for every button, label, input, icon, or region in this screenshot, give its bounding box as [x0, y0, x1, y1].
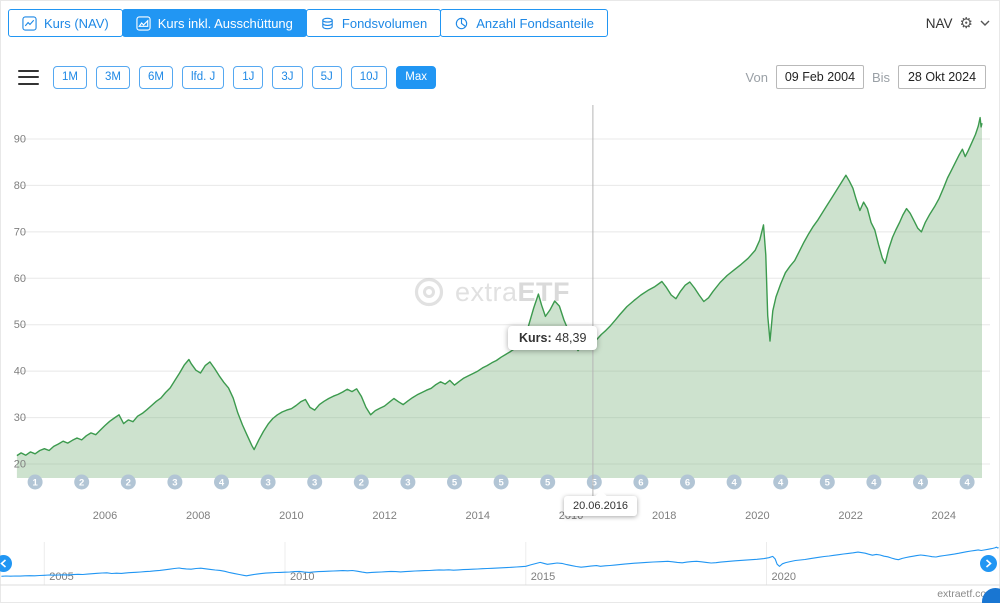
tab-label: Kurs inkl. Ausschüttung	[157, 15, 293, 31]
svg-text:2022: 2022	[838, 510, 862, 522]
svg-text:2010: 2010	[290, 571, 314, 583]
price-tooltip: Kurs: 48,39	[508, 326, 598, 350]
chevron-left-icon	[0, 559, 7, 568]
main-chart-area[interactable]: 20 30 40 50 60 70 80 90 2006 2008 2010 2012 2014 2016…	[0, 100, 1000, 538]
svg-text:2010: 2010	[279, 510, 303, 522]
von-label: Von	[745, 69, 768, 85]
tab-label: Kurs (NAV)	[44, 15, 109, 31]
range-navigator[interactable]: 2005 2010 2015 2020	[0, 538, 1000, 588]
chevron-down-icon[interactable]	[980, 20, 990, 26]
svg-text:30: 30	[14, 412, 26, 424]
navigator-chart[interactable]: 2005 2010 2015 2020	[0, 538, 1000, 588]
value-mode-selector[interactable]: NAV ⚙	[926, 16, 990, 31]
to-date-input[interactable]	[898, 65, 986, 89]
area-chart-icon	[136, 15, 151, 31]
svg-text:2014: 2014	[466, 510, 490, 522]
svg-text:2: 2	[359, 478, 364, 489]
svg-text:3: 3	[405, 478, 410, 489]
svg-text:4: 4	[219, 478, 225, 489]
chat-bubble[interactable]	[982, 588, 1000, 603]
tab-label: Fondsvolumen	[341, 15, 428, 31]
settings-gear-icon[interactable]: ⚙	[959, 14, 973, 32]
svg-text:2020: 2020	[772, 571, 796, 583]
extraetf-site-link[interactable]: extraetf.com	[937, 588, 995, 600]
svg-text:4: 4	[871, 478, 877, 489]
svg-text:2018: 2018	[652, 510, 676, 522]
scroll-left-button[interactable]	[0, 555, 12, 572]
range-button-1m[interactable]: 1M	[53, 65, 87, 89]
svg-text:2006: 2006	[93, 510, 117, 522]
tab-anzahl-fondsanteile[interactable]: Anzahl Fondsanteile	[440, 9, 608, 37]
tooltip-label: Kurs:	[519, 331, 552, 345]
pie-chart-icon	[455, 17, 468, 29]
svg-text:5: 5	[498, 478, 504, 489]
chart-type-tabs: Kurs (NAV) Kurs inkl. Ausschüttung Fonds…	[8, 9, 608, 37]
tooltip-value: 48,39	[555, 331, 587, 345]
tab-kurs-inkl-ausschuettung[interactable]: Kurs inkl. Ausschüttung	[121, 9, 307, 37]
tab-fondsvolumen[interactable]: Fondsvolumen	[305, 9, 442, 37]
svg-text:2012: 2012	[372, 510, 396, 522]
nav-mode-label: NAV	[925, 15, 953, 31]
svg-text:2008: 2008	[186, 510, 210, 522]
svg-text:2: 2	[79, 478, 84, 489]
svg-text:4: 4	[964, 478, 970, 489]
svg-text:3: 3	[312, 478, 317, 489]
svg-text:3: 3	[265, 478, 270, 489]
svg-text:3: 3	[172, 478, 177, 489]
scroll-right-button[interactable]	[980, 555, 997, 572]
range-button-lfdj[interactable]: lfd. J	[181, 65, 225, 89]
range-buttons: 1M 3M 6M lfd. J 1J 3J 5J 10J Max	[53, 65, 436, 89]
svg-text:50: 50	[14, 319, 26, 331]
chevron-right-icon	[985, 559, 992, 568]
chart-toolbar: 1M 3M 6M lfd. J 1J 3J 5J 10J Max Von Bis	[10, 62, 986, 92]
svg-text:2015: 2015	[531, 571, 555, 583]
svg-text:80: 80	[14, 180, 26, 192]
svg-text:5: 5	[452, 478, 458, 489]
svg-text:40: 40	[14, 366, 26, 378]
svg-text:4: 4	[918, 478, 924, 489]
range-button-5j[interactable]: 5J	[311, 65, 342, 89]
range-button-1j[interactable]: 1J	[233, 65, 264, 89]
svg-text:5: 5	[592, 478, 598, 489]
svg-text:2024: 2024	[932, 510, 956, 522]
svg-text:2005: 2005	[49, 571, 73, 583]
line-chart-icon	[22, 15, 37, 31]
svg-text:5: 5	[825, 478, 831, 489]
svg-text:5: 5	[545, 478, 551, 489]
svg-text:4: 4	[731, 478, 737, 489]
svg-text:4: 4	[778, 478, 784, 489]
svg-text:70: 70	[14, 226, 26, 238]
range-button-6m[interactable]: 6M	[138, 65, 173, 89]
menu-icon[interactable]	[18, 69, 39, 85]
svg-text:6: 6	[685, 478, 690, 489]
svg-text:2020: 2020	[745, 510, 769, 522]
from-date-input[interactable]	[775, 65, 864, 89]
svg-text:90: 90	[14, 134, 26, 146]
svg-text:20: 20	[14, 459, 26, 471]
coins-stack-icon	[322, 17, 333, 29]
svg-text:1: 1	[32, 478, 38, 489]
tab-kurs-nav[interactable]: Kurs (NAV)	[8, 9, 123, 37]
date-range-controls: Von Bis	[746, 65, 986, 89]
svg-text:60: 60	[14, 273, 26, 285]
tab-label: Anzahl Fondsanteile	[476, 15, 594, 31]
svg-text:2: 2	[126, 478, 131, 489]
svg-text:6: 6	[638, 478, 643, 489]
range-button-3m[interactable]: 3M	[95, 65, 130, 89]
range-button-max[interactable]: Max	[396, 65, 436, 89]
range-button-3j[interactable]: 3J	[272, 65, 303, 89]
bis-label: Bis	[871, 69, 890, 85]
crosshair-date-label: 20.06.2016	[564, 496, 638, 516]
range-button-10j[interactable]: 10J	[350, 65, 388, 89]
header-row: Kurs (NAV) Kurs inkl. Ausschüttung Fonds…	[8, 8, 990, 38]
